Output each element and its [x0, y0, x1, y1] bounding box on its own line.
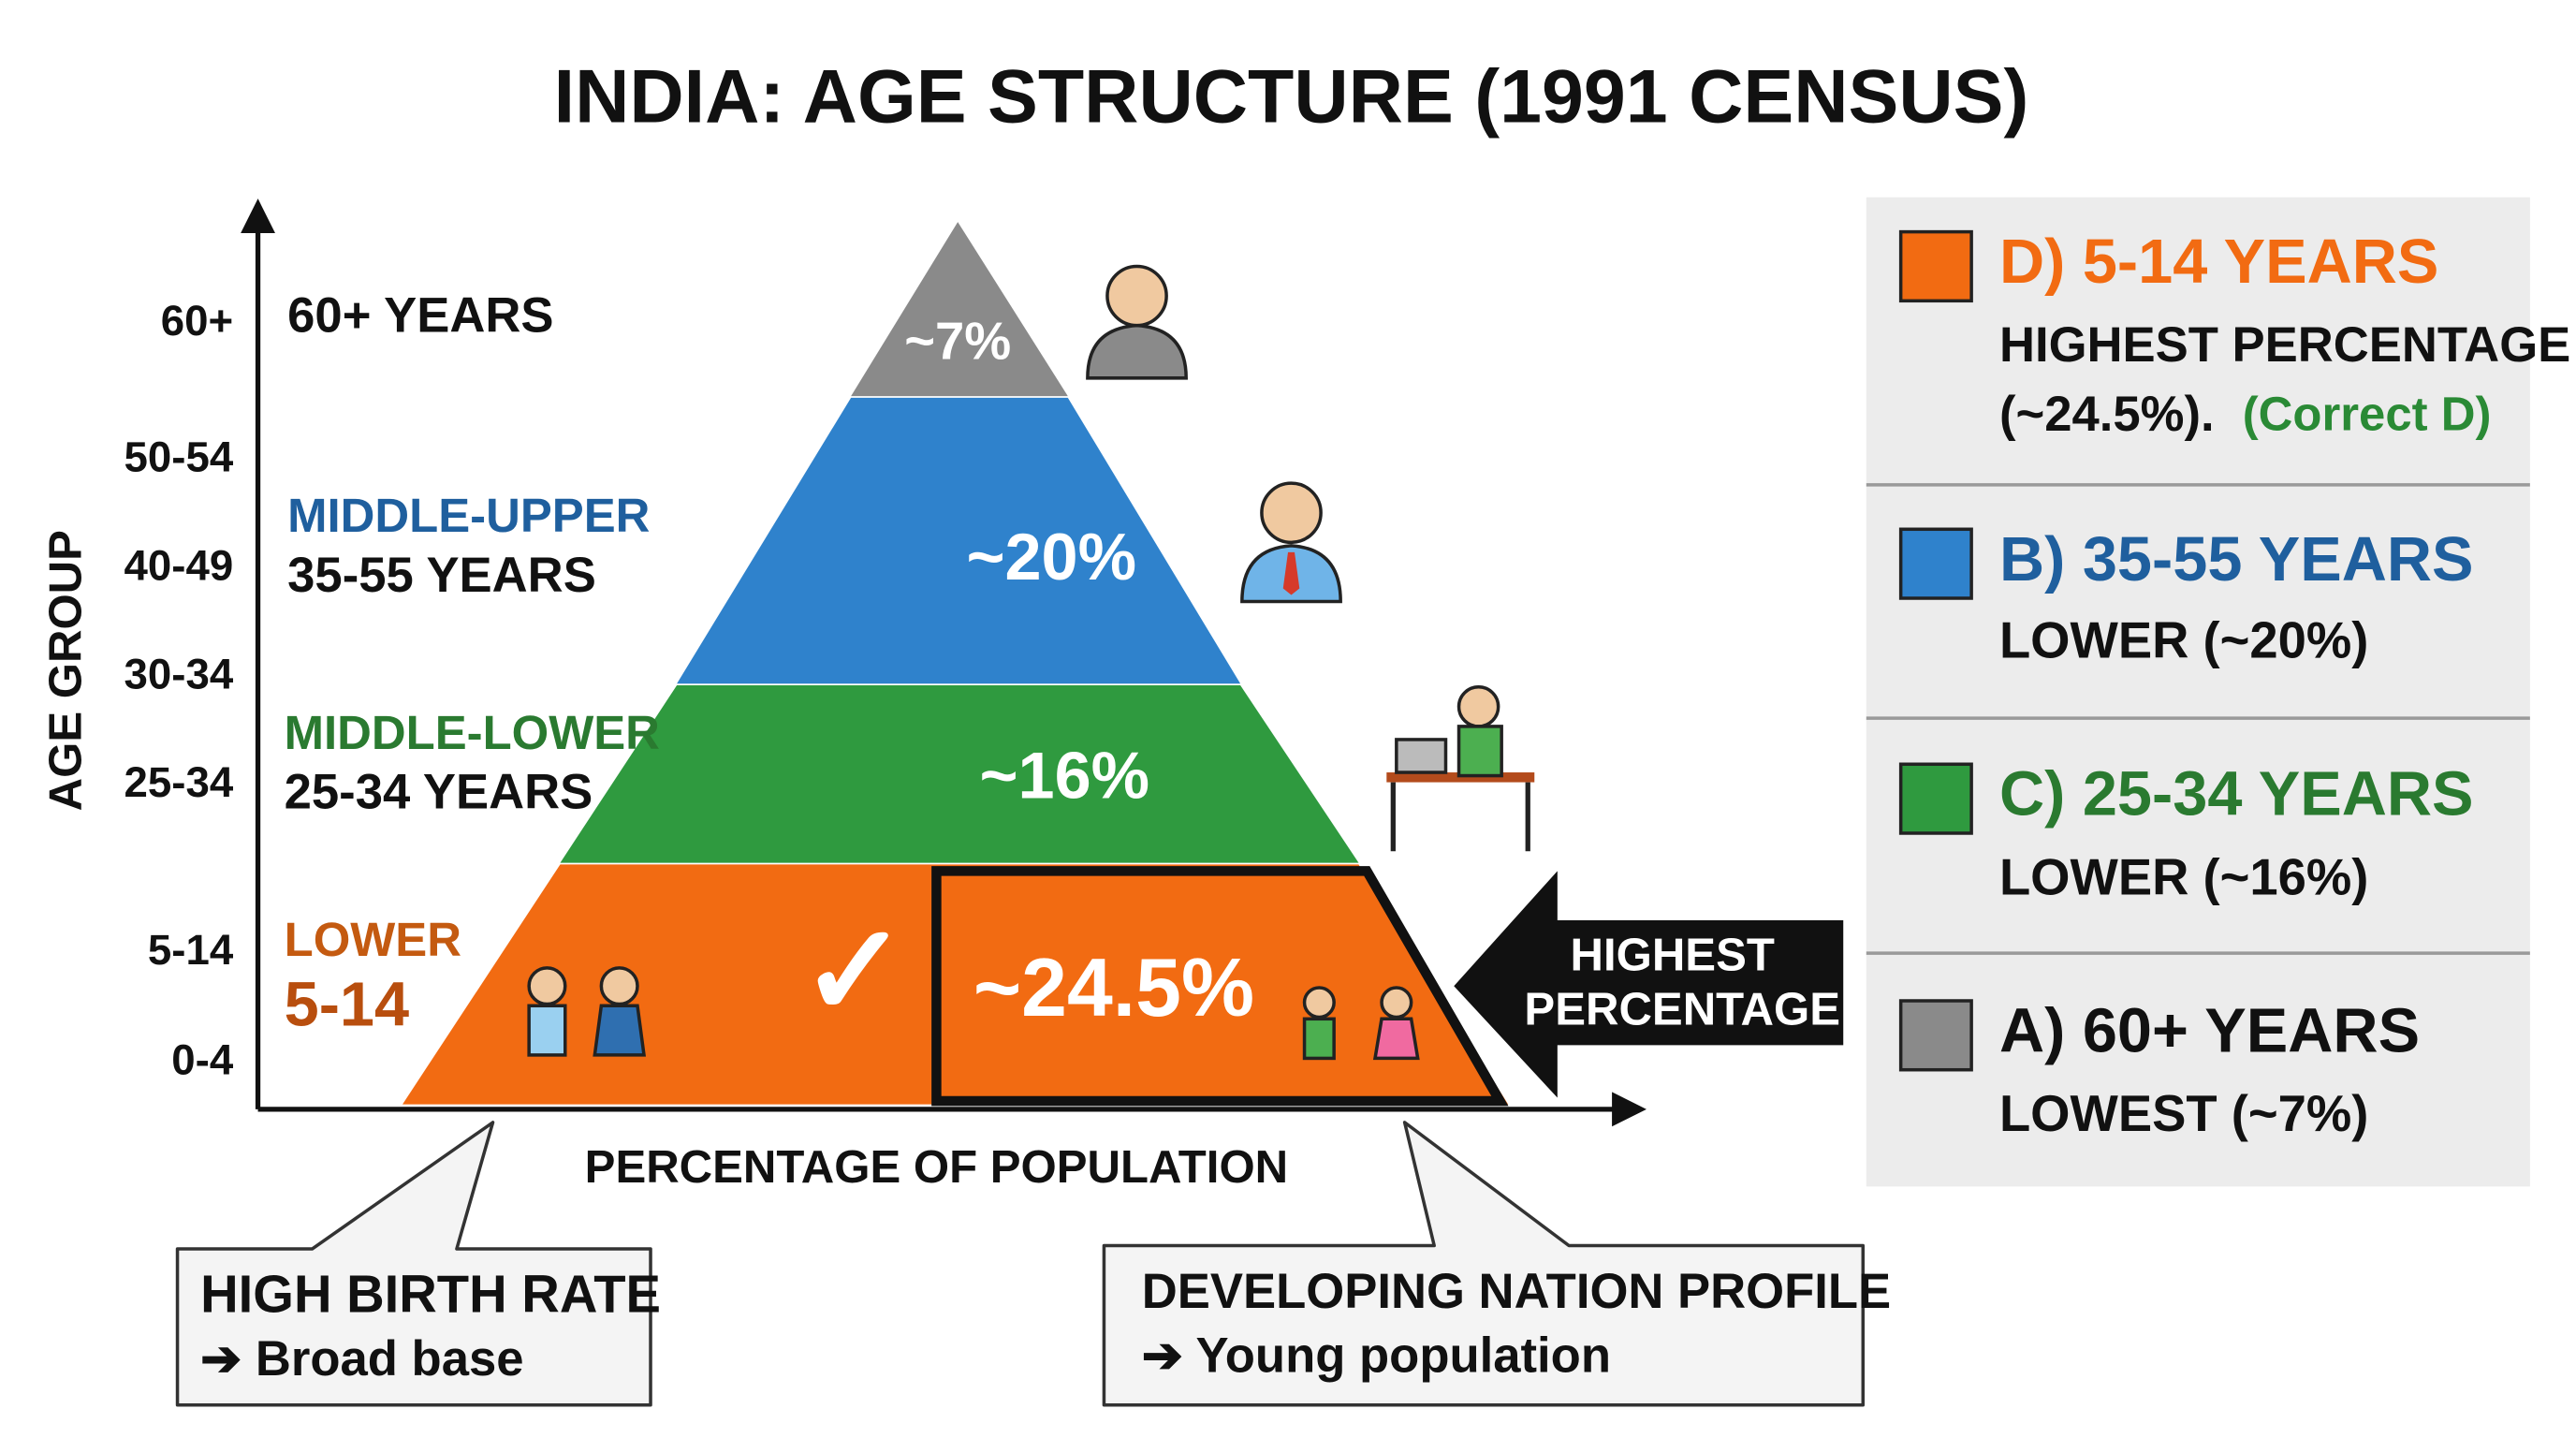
- highlight-box: [931, 866, 1509, 1107]
- layer-value: ~24.5%: [973, 942, 1254, 1034]
- layer-group: LOWER: [285, 913, 461, 966]
- layer-lower: [402, 864, 1509, 1105]
- y-tick: 40-49: [124, 541, 234, 589]
- option-text: LOWER (~20%): [1999, 612, 2368, 669]
- layer-value: ~7%: [904, 312, 1011, 371]
- option-title: B) 35-55 YEARS: [1999, 525, 2474, 594]
- y-tick: 30-34: [124, 650, 234, 697]
- note-text: ➔ Young population: [1142, 1328, 1611, 1384]
- option-text: HIGHEST PERCENTAGE: [1999, 317, 2570, 373]
- y-tick: 5-14: [148, 926, 234, 974]
- option-text: (~24.5%).: [1999, 387, 2215, 442]
- layer-label: 5-14: [285, 970, 409, 1039]
- title: INDIA: AGE STRUCTURE (1991 CENSUS): [554, 54, 2029, 139]
- note-title: HIGH BIRTH RATE: [200, 1265, 661, 1324]
- y-axis-label: AGE GROUP: [41, 530, 92, 811]
- option-text: LOWEST (~7%): [1999, 1085, 2368, 1142]
- layer-60plus: [851, 222, 1068, 397]
- layer-middle-lower: [560, 685, 1359, 863]
- callout-text: HIGHEST: [1571, 930, 1775, 980]
- y-tick: 50-54: [124, 433, 234, 481]
- callout-text: PERCENTAGE: [1524, 984, 1840, 1034]
- icon-elderly: [1086, 264, 1188, 380]
- option-title: C) 25-34 YEARS: [1999, 760, 2474, 829]
- x-axis-label: PERCENTAGE OF POPULATION: [585, 1142, 1288, 1193]
- layer-value: ~16%: [980, 738, 1149, 812]
- note-box: [1102, 1121, 1866, 1407]
- layer-group: MIDDLE-UPPER: [287, 489, 650, 542]
- note-box: [175, 1121, 652, 1407]
- icon-adult: [1240, 481, 1342, 604]
- callout-arrow: [1454, 871, 1844, 1098]
- layer-label: 25-34 YEARS: [285, 765, 593, 820]
- note-title: DEVELOPING NATION PROFILE: [1142, 1264, 1891, 1319]
- layer-middle-upper: [677, 397, 1241, 684]
- icon-children: [527, 966, 1420, 1061]
- y-tick: 0-4: [171, 1036, 234, 1084]
- layer-value: ~20%: [967, 520, 1136, 594]
- option-title: D) 5-14 YEARS: [1999, 227, 2438, 297]
- option-title: A) 60+ YEARS: [1999, 996, 2420, 1065]
- swatch: [1898, 527, 1973, 600]
- y-tick: 60+: [161, 297, 233, 345]
- layer-label: 35-55 YEARS: [287, 548, 596, 603]
- icon-worker: [1386, 685, 1535, 852]
- y-tick: 25-34: [124, 758, 234, 806]
- layer-group: MIDDLE-LOWER: [285, 706, 660, 759]
- option-note: (Correct D): [2243, 387, 2492, 440]
- layer-label: 60+ YEARS: [287, 288, 553, 344]
- check-mark: ✓: [800, 900, 908, 1043]
- swatch: [1898, 762, 1973, 835]
- option-text: LOWER (~16%): [1999, 848, 2368, 905]
- swatch: [1898, 999, 1973, 1072]
- note-text: ➔ Broad base: [200, 1331, 523, 1387]
- swatch: [1898, 229, 1973, 303]
- options-panel: [1866, 197, 2530, 1187]
